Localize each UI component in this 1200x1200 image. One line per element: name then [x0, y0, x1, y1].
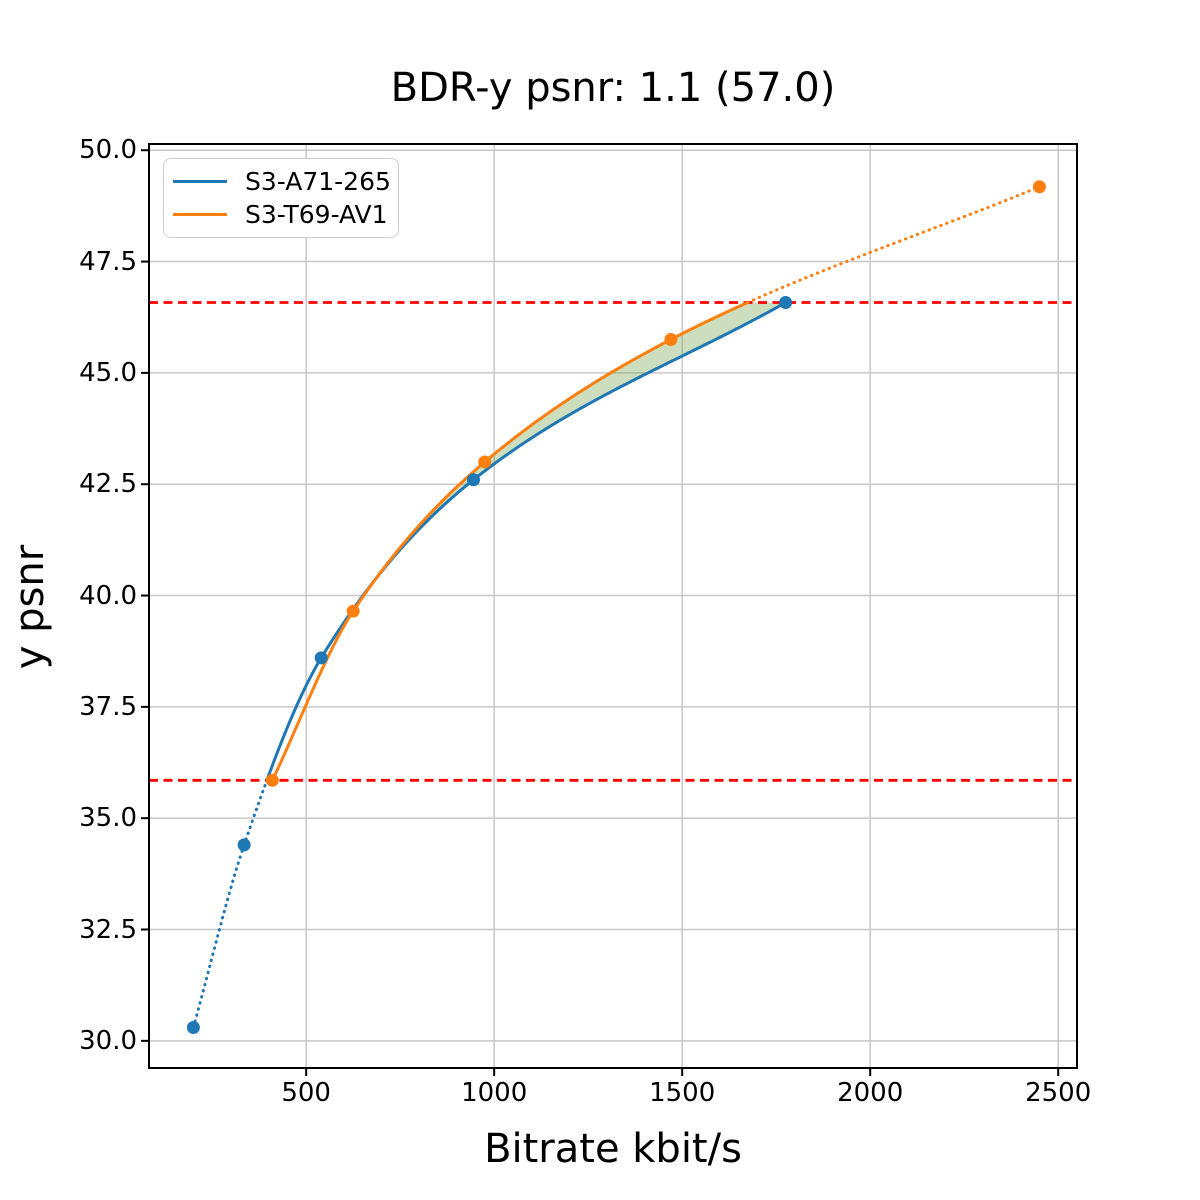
axes-border [148, 143, 1078, 1069]
curve-s3-a71-265-solid [265, 301, 787, 781]
x-tick-label: 1000 [461, 1078, 528, 1108]
y-tick-label: 50.0 [79, 135, 137, 166]
legend-line-sample-orange [173, 212, 227, 217]
data-point [237, 838, 251, 852]
data-point [779, 296, 793, 310]
y-tick-label: 37.5 [79, 691, 137, 722]
data-point [478, 455, 492, 469]
legend: S3-A71-265 S3-T69-AV1 [163, 158, 399, 238]
bd-overlap-fill [377, 302, 786, 578]
x-tick-label: 1500 [649, 1078, 716, 1108]
data-point [346, 604, 360, 618]
x-tick-label: 500 [281, 1078, 331, 1108]
data-point [466, 473, 480, 487]
data-point [1032, 180, 1046, 194]
data-point [664, 332, 678, 346]
tick-marks [141, 149, 1060, 1076]
legend-item-s3-a71-265: S3-A71-265 [173, 169, 398, 194]
curve-s3-t69-av1-dotted [746, 185, 1041, 305]
markers-s3-t69-av1 [265, 180, 1046, 787]
reference-lines [149, 301, 1077, 782]
y-tick-label: 40.0 [79, 580, 137, 611]
markers-s3-a71-265 [186, 296, 793, 1034]
curve-s3-t69-av1-solid [270, 301, 749, 781]
y-tick-label: 42.5 [79, 469, 137, 500]
y-tick-label: 35.0 [79, 803, 137, 834]
data-point [314, 651, 328, 665]
legend-label: S3-T69-AV1 [245, 200, 388, 229]
series-curves [191, 185, 1041, 1029]
x-axis-label: Bitrate kbit/s [484, 1126, 742, 1172]
legend-item-s3-t69-av1: S3-T69-AV1 [173, 202, 398, 227]
chart-title: BDR-y psnr: 1.1 (57.0) [390, 65, 836, 111]
curve-s3-a71-265-dotted [191, 778, 269, 1029]
y-tick-label: 47.5 [79, 246, 137, 277]
x-tick-label: 2500 [1025, 1078, 1092, 1108]
data-point [265, 773, 279, 787]
legend-label: S3-A71-265 [245, 167, 391, 196]
x-tick-label: 2000 [837, 1078, 904, 1108]
y-tick-label: 45.0 [79, 357, 137, 388]
data-point [186, 1020, 200, 1034]
y-tick-label: 30.0 [79, 1025, 137, 1056]
y-tick-label: 32.5 [79, 914, 137, 945]
legend-line-sample-blue [173, 179, 227, 184]
grid-lines [149, 144, 1077, 1068]
